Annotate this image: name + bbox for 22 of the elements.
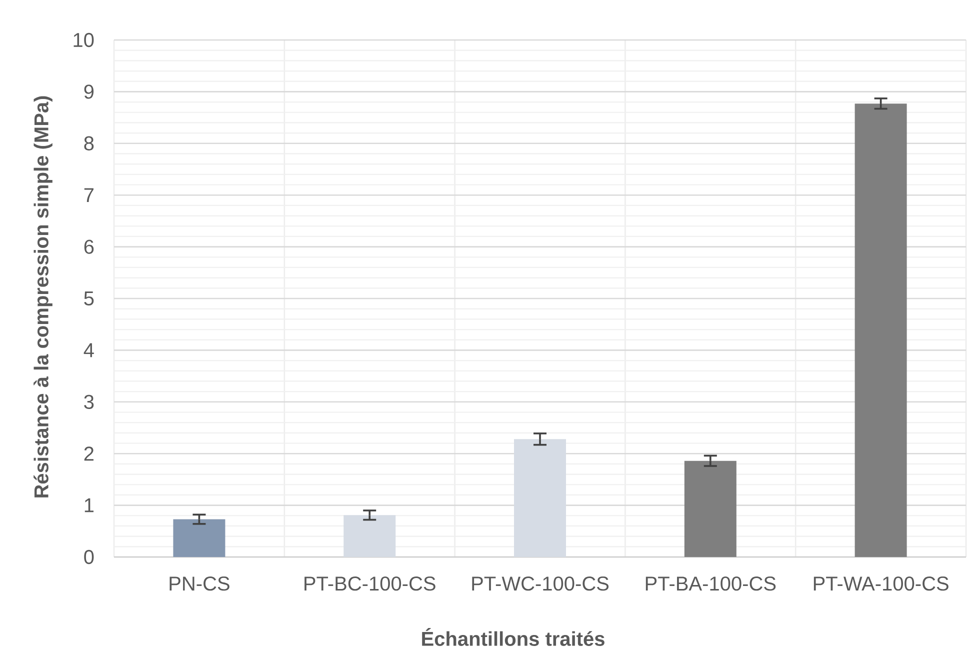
x-tick-label: PT-BA-100-CS: [646, 576, 776, 591]
y-tick-label: 10: [74, 32, 94, 48]
x-tick-label: PN-CS: [170, 576, 230, 591]
x-tick-label: PT-WA-100-CS: [814, 576, 948, 591]
y-tick-label: 9: [84, 84, 94, 99]
bar: [684, 460, 736, 557]
y-tick-label: 5: [84, 292, 94, 306]
y-tick-label: 2: [84, 446, 94, 461]
y-tick-label: 3: [84, 394, 94, 409]
x-tick-label: PT-WC-100-CS: [472, 576, 609, 591]
y-tick-label: 8: [84, 136, 94, 150]
bar: [344, 515, 396, 557]
x-tick-label: PT-BC-100-CS: [304, 576, 436, 591]
x-axis-title: Échantillons traités: [422, 628, 604, 646]
y-tick-label: 0: [84, 550, 94, 564]
y-tick-label: 7: [84, 188, 94, 202]
bar: [854, 104, 907, 557]
y-axis-title: Résistance à la compression simple (MPa): [34, 96, 52, 498]
y-tick-label: 4: [84, 343, 94, 358]
y-tick-label: 6: [84, 240, 94, 254]
y-tick-label: 1: [84, 498, 94, 512]
bar: [173, 519, 226, 557]
